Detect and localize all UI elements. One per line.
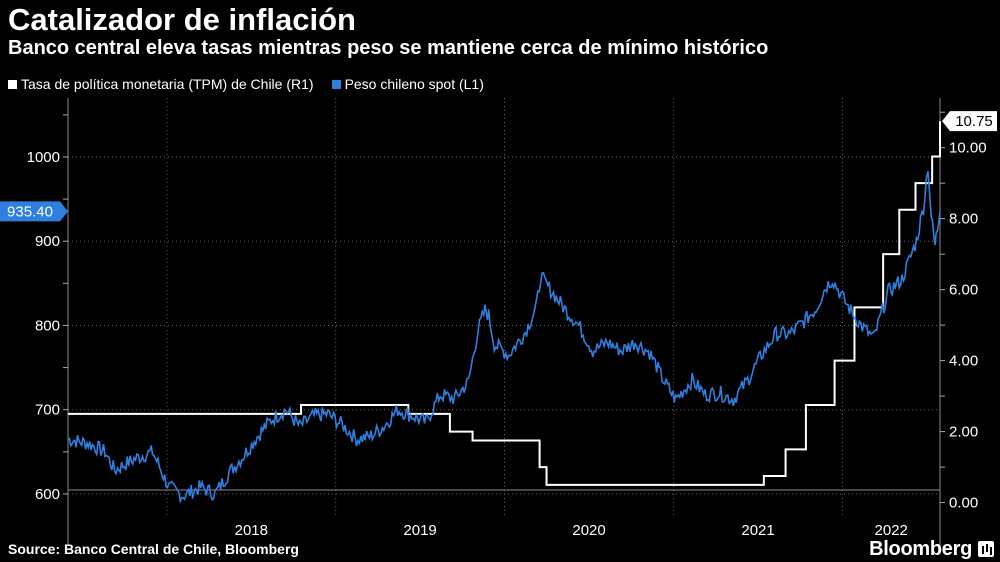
legend-label-peso: Peso chileno spot (L1) xyxy=(344,76,484,92)
chart-subtitle: Banco central eleva tasas mientras peso … xyxy=(8,37,769,59)
x-tick-label: 2018 xyxy=(235,522,268,539)
right-tick-label: 10.00 xyxy=(949,140,987,157)
left-tick-label: 700 xyxy=(35,402,60,419)
chart-title: Catalizador de inflación xyxy=(8,2,356,37)
legend-label-tpm: Tasa de política monetaria (TPM) de Chil… xyxy=(21,76,314,92)
legend-swatch-tpm xyxy=(8,79,17,89)
legend: Tasa de política monetaria (TPM) de Chil… xyxy=(8,76,484,92)
peso-last-value-label: 935.40 xyxy=(7,203,53,220)
legend-item-tpm: Tasa de política monetaria (TPM) de Chil… xyxy=(8,76,314,92)
tpm-last-value-label: 10.75 xyxy=(955,113,993,130)
x-tick-label: 2020 xyxy=(572,522,605,539)
left-tick-label: 900 xyxy=(35,233,60,250)
left-tick-label: 1000 xyxy=(27,149,60,166)
peso-last-value-badge xyxy=(0,201,68,222)
series-line-peso xyxy=(67,171,941,505)
right-tick-label: 8.00 xyxy=(949,211,978,228)
right-tick-label: 0.00 xyxy=(949,495,978,512)
tpm-last-value-badge xyxy=(942,111,997,132)
x-tick-label: 2022 xyxy=(875,522,908,539)
right-tick-label: 6.00 xyxy=(949,282,978,299)
bloomberg-icon xyxy=(978,541,994,557)
legend-swatch-peso xyxy=(331,79,341,89)
right-tick-label: 4.00 xyxy=(949,353,978,370)
brand-logo: Bloomberg xyxy=(869,538,972,560)
right-tick-label: 2.00 xyxy=(949,424,978,441)
x-tick-label: 2019 xyxy=(403,522,436,539)
left-tick-label: 800 xyxy=(35,317,60,334)
legend-item-peso: Peso chileno spot (L1) xyxy=(331,76,484,92)
source-note: Source: Banco Central de Chile, Bloomber… xyxy=(8,541,299,557)
x-tick-label: 2021 xyxy=(741,522,774,539)
series-line-tpm xyxy=(68,121,941,486)
left-tick-label: 600 xyxy=(35,486,60,503)
